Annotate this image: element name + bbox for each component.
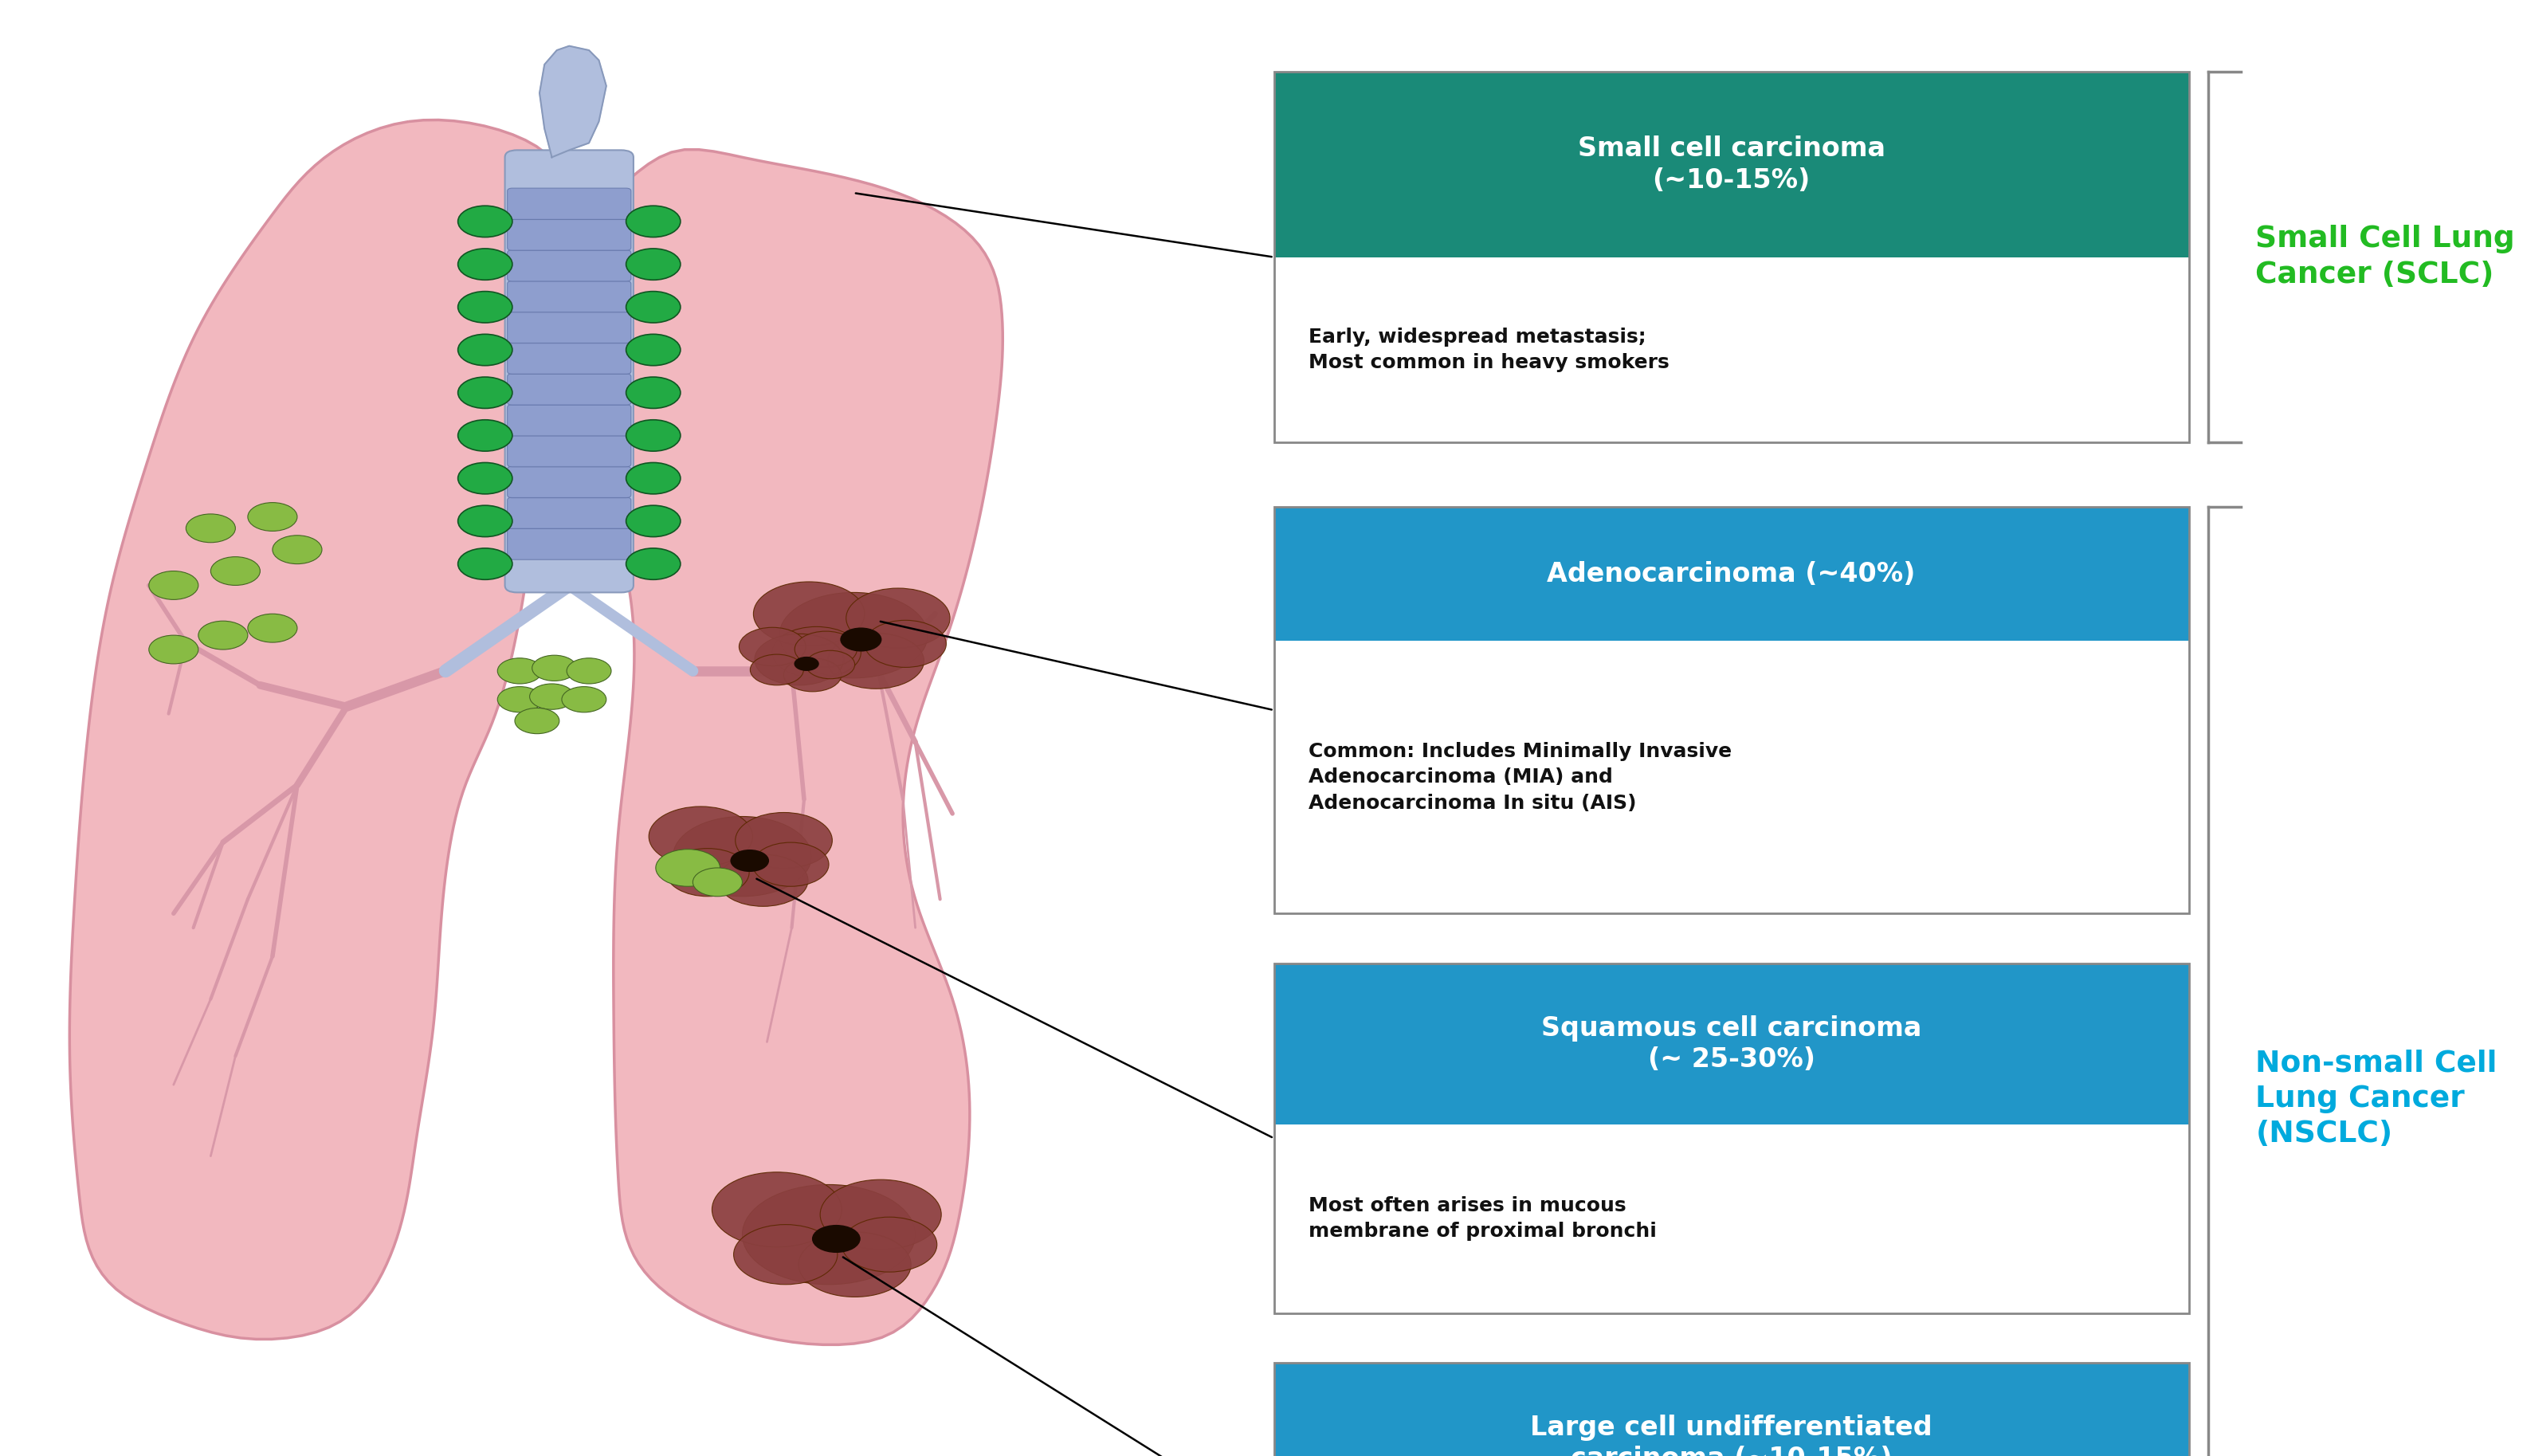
Circle shape xyxy=(754,633,843,686)
Circle shape xyxy=(149,635,199,664)
Circle shape xyxy=(497,687,542,712)
Circle shape xyxy=(626,549,681,579)
Text: Adenocarcinoma (~40%): Adenocarcinoma (~40%) xyxy=(1547,561,1915,587)
Circle shape xyxy=(797,1232,911,1297)
Circle shape xyxy=(694,868,742,897)
Circle shape xyxy=(739,628,805,665)
Text: Early, widespread metastasis;
Most common in heavy smokers: Early, widespread metastasis; Most commo… xyxy=(1309,328,1670,373)
Bar xyxy=(1274,507,2187,913)
Bar xyxy=(1274,71,2187,258)
Bar xyxy=(1274,964,2187,1313)
Circle shape xyxy=(457,291,512,323)
Bar xyxy=(1274,1124,2187,1313)
Bar xyxy=(1274,964,2187,1124)
Circle shape xyxy=(626,419,681,451)
Circle shape xyxy=(247,614,298,642)
Circle shape xyxy=(457,419,512,451)
Circle shape xyxy=(515,708,560,734)
Circle shape xyxy=(626,291,681,323)
Circle shape xyxy=(845,588,951,648)
Circle shape xyxy=(711,1172,843,1246)
Circle shape xyxy=(752,843,828,887)
Circle shape xyxy=(497,658,542,684)
FancyBboxPatch shape xyxy=(507,405,631,435)
Circle shape xyxy=(812,1224,860,1252)
FancyBboxPatch shape xyxy=(507,435,631,467)
Circle shape xyxy=(187,514,235,543)
Circle shape xyxy=(149,571,199,600)
FancyBboxPatch shape xyxy=(507,312,631,344)
Circle shape xyxy=(805,651,855,678)
FancyBboxPatch shape xyxy=(507,250,631,281)
Circle shape xyxy=(734,1224,838,1284)
Circle shape xyxy=(457,377,512,408)
Circle shape xyxy=(795,657,820,671)
Circle shape xyxy=(457,205,512,237)
Circle shape xyxy=(666,849,749,897)
Circle shape xyxy=(749,654,805,686)
Text: Squamous cell carcinoma
(~ 25-30%): Squamous cell carcinoma (~ 25-30%) xyxy=(1542,1015,1923,1073)
Circle shape xyxy=(457,249,512,280)
Circle shape xyxy=(457,549,512,579)
Circle shape xyxy=(568,658,611,684)
Bar xyxy=(1274,641,2187,913)
Circle shape xyxy=(530,684,575,709)
Circle shape xyxy=(626,335,681,365)
Bar xyxy=(1274,1363,2187,1456)
Circle shape xyxy=(626,377,681,408)
Circle shape xyxy=(719,855,807,906)
FancyBboxPatch shape xyxy=(507,498,631,529)
Circle shape xyxy=(626,205,681,237)
Circle shape xyxy=(729,849,770,872)
FancyBboxPatch shape xyxy=(505,150,633,593)
Circle shape xyxy=(212,556,260,585)
Circle shape xyxy=(840,628,881,651)
Text: Common: Includes Minimally Invasive
Adenocarcinoma (MIA) and
Adenocarcinoma In s: Common: Includes Minimally Invasive Aden… xyxy=(1309,741,1731,812)
FancyBboxPatch shape xyxy=(507,188,631,220)
Circle shape xyxy=(532,655,578,681)
Circle shape xyxy=(795,632,858,667)
Bar xyxy=(1274,507,2187,641)
Circle shape xyxy=(780,593,928,678)
FancyBboxPatch shape xyxy=(507,281,631,312)
FancyBboxPatch shape xyxy=(507,466,631,498)
Circle shape xyxy=(742,1185,916,1284)
Bar xyxy=(1274,1363,2187,1456)
Circle shape xyxy=(457,505,512,537)
FancyBboxPatch shape xyxy=(507,218,631,250)
Circle shape xyxy=(457,463,512,494)
Circle shape xyxy=(754,582,865,646)
Text: Non-small Cell
Lung Cancer
(NSCLC): Non-small Cell Lung Cancer (NSCLC) xyxy=(2256,1050,2498,1149)
Polygon shape xyxy=(540,47,606,157)
FancyBboxPatch shape xyxy=(507,529,631,559)
Bar xyxy=(1274,71,2187,443)
Circle shape xyxy=(648,807,752,866)
Circle shape xyxy=(828,633,923,689)
Circle shape xyxy=(674,817,812,897)
Circle shape xyxy=(843,1217,936,1273)
FancyBboxPatch shape xyxy=(507,374,631,405)
Text: Small cell carcinoma
(~10-15%): Small cell carcinoma (~10-15%) xyxy=(1577,135,1885,194)
Circle shape xyxy=(820,1179,941,1249)
Circle shape xyxy=(626,505,681,537)
Circle shape xyxy=(247,502,298,531)
Circle shape xyxy=(785,658,840,692)
Text: Small Cell Lung
Cancer (SCLC): Small Cell Lung Cancer (SCLC) xyxy=(2256,226,2515,290)
PathPatch shape xyxy=(71,119,560,1340)
Circle shape xyxy=(865,620,946,667)
Circle shape xyxy=(457,335,512,365)
Bar xyxy=(1274,258,2187,443)
Text: Most often arises in mucous
membrane of proximal bronchi: Most often arises in mucous membrane of … xyxy=(1309,1195,1658,1241)
Circle shape xyxy=(734,812,833,868)
Circle shape xyxy=(563,687,606,712)
Circle shape xyxy=(656,849,719,887)
Circle shape xyxy=(272,536,323,563)
PathPatch shape xyxy=(563,150,1002,1345)
Circle shape xyxy=(626,463,681,494)
Text: Large cell undifferentiated
carcinoma (~10-15%): Large cell undifferentiated carcinoma (~… xyxy=(1531,1414,1933,1456)
FancyBboxPatch shape xyxy=(507,342,631,374)
Circle shape xyxy=(199,620,247,649)
Circle shape xyxy=(626,249,681,280)
Circle shape xyxy=(772,626,860,678)
